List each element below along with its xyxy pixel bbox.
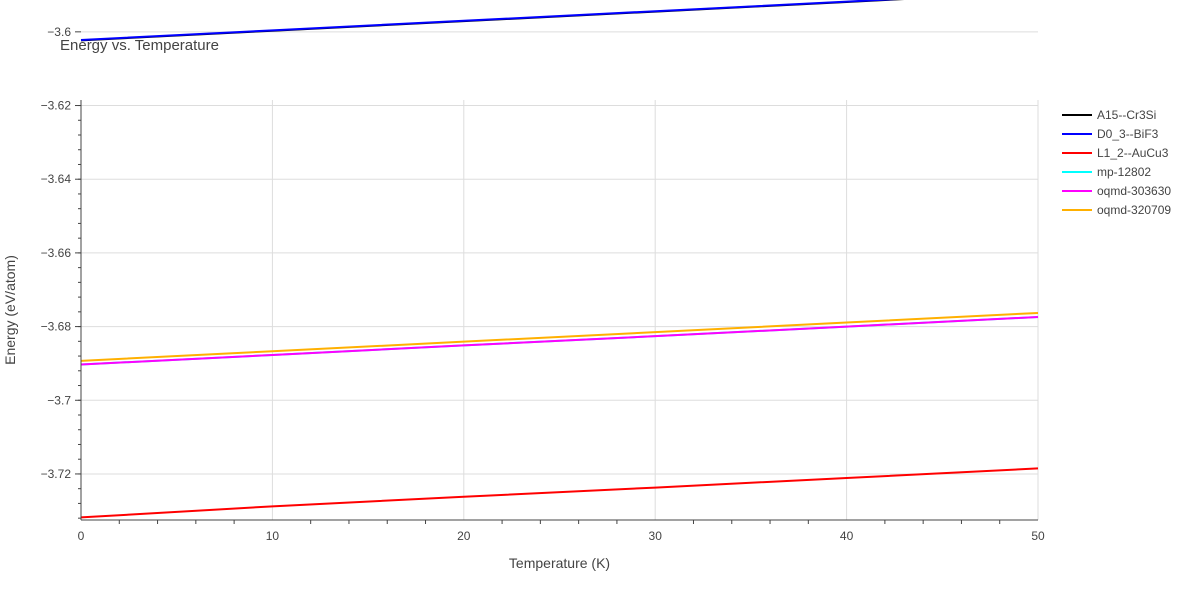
y-tick-label: −3.64 (41, 172, 72, 186)
series-line-D0_3--BiF3 (80, 0, 898, 41)
series-line-A15--Cr3Si (80, 0, 905, 42)
legend[interactable]: A15--Cr3Si D0_3--BiF3 L1_2--AuCu3 mp-12802 o… (1062, 108, 1171, 217)
legend-label: D0_3--BiF3 (1097, 127, 1159, 141)
y-tick-label: −3.7 (47, 393, 71, 407)
x-tick-label: 50 (1031, 529, 1045, 543)
legend-item[interactable]: mp-12802 (1062, 165, 1151, 179)
x-axis-title: Temperature (K) (509, 555, 610, 571)
x-tick-label: 0 (78, 529, 85, 543)
legend-item[interactable]: oqmd-320709 (1062, 203, 1171, 217)
legend-label: mp-12802 (1097, 165, 1151, 179)
legend-label: oqmd-303630 (1097, 184, 1171, 198)
x-tick-label: 30 (649, 529, 663, 543)
y-tick-label: −3.72 (41, 467, 72, 481)
y-axis-title: Energy (eV/atom) (2, 255, 18, 365)
series-line-oqmd-303630 (80, 316, 1039, 366)
axes (75, 31, 1038, 524)
series-lines (80, 0, 1039, 519)
legend-item[interactable]: A15--Cr3Si (1062, 108, 1156, 122)
legend-label: oqmd-320709 (1097, 203, 1171, 217)
legend-label: A15--Cr3Si (1097, 108, 1156, 122)
legend-item[interactable]: D0_3--BiF3 (1062, 127, 1159, 141)
x-tick-label: 20 (457, 529, 471, 543)
gridlines (81, 31, 1039, 520)
chart-title: Energy vs. Temperature (60, 37, 219, 54)
series-line-L1_2--AuCu3 (80, 467, 1039, 519)
y-tick-label: −3.6 (47, 25, 71, 39)
y-tick-label: −3.68 (41, 320, 72, 334)
y-axis-ticks: −3.6 −3.62 −3.64 −3.66 −3.68 −3.7 −3.72 (41, 25, 72, 481)
legend-item[interactable]: L1_2--AuCu3 (1062, 146, 1169, 160)
series-line-oqmd-320709 (80, 311, 1039, 362)
y-tick-label: −3.66 (41, 246, 72, 260)
x-tick-label: 40 (840, 529, 854, 543)
x-axis-ticks: 0 10 20 30 40 50 (78, 529, 1045, 543)
y-tick-label: −3.62 (41, 99, 72, 113)
x-tick-label: 10 (266, 529, 280, 543)
legend-label: L1_2--AuCu3 (1097, 146, 1169, 160)
legend-item[interactable]: oqmd-303630 (1062, 184, 1171, 198)
